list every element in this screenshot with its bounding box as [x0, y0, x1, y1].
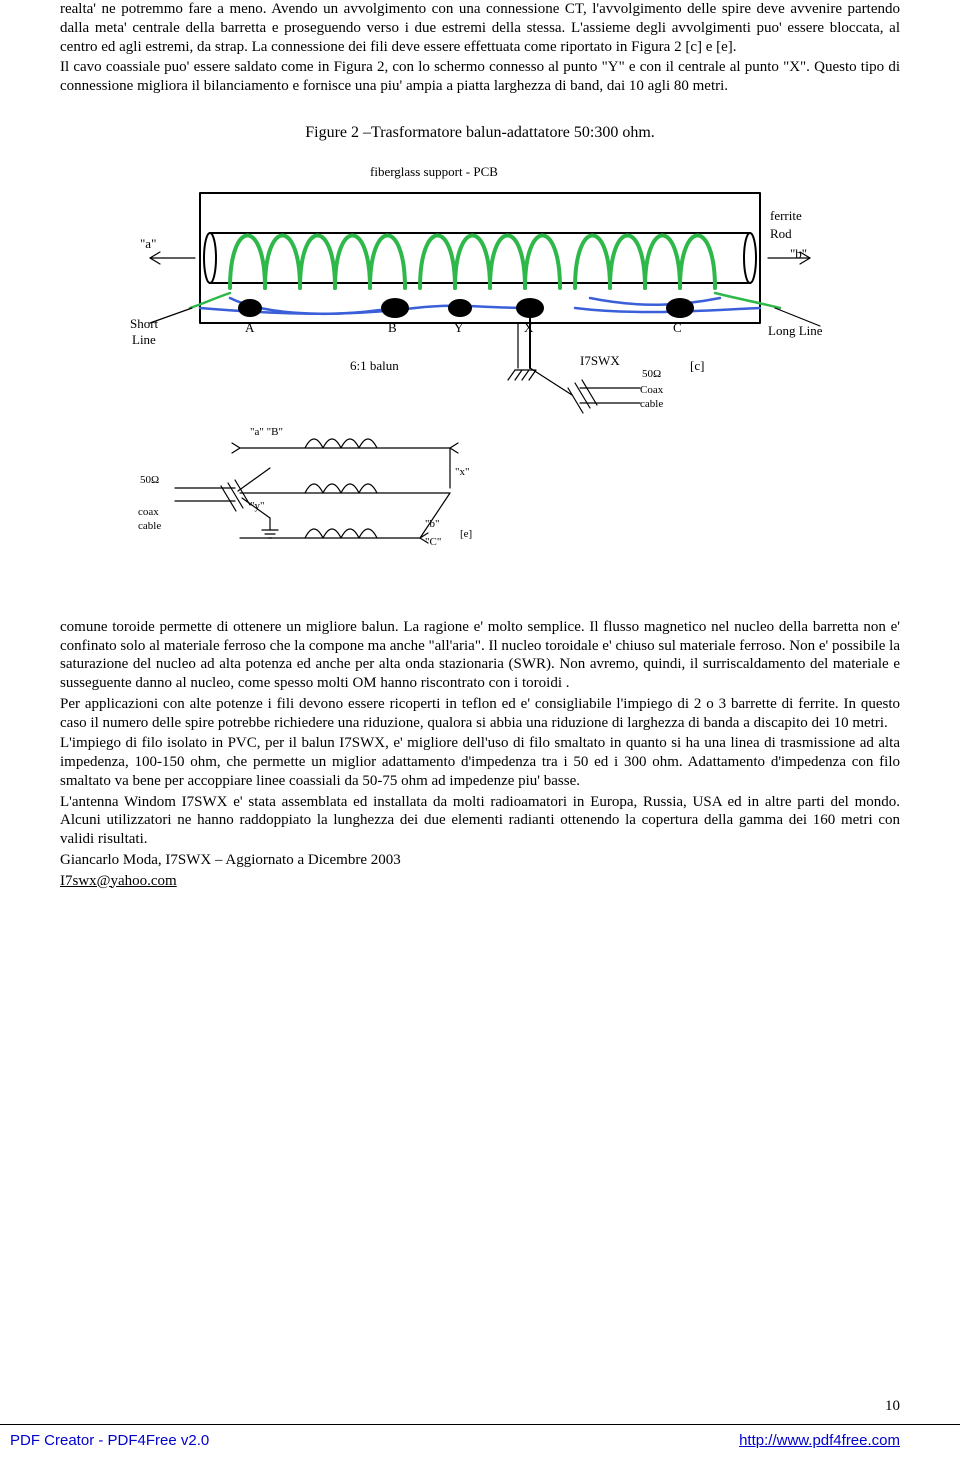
lbl-coaxb2: cable	[138, 520, 161, 532]
lbl-ctag: [c]	[690, 358, 704, 374]
figure-2-diagram: fiberglass support - PCB ferrite Rod "a"…	[120, 158, 840, 598]
paragraph-5: L'impiego di filo isolato in PVC, per il…	[60, 734, 900, 790]
footer-divider	[0, 1424, 960, 1425]
lbl-50a: 50Ω	[642, 368, 661, 380]
paragraph-4: Per applicazioni con alte potenze i fili…	[60, 695, 900, 733]
lbl-coaxb1: coax	[138, 506, 159, 518]
lbl-a: "a"	[140, 236, 156, 252]
lbl-bbot: "b"	[425, 518, 439, 530]
lbl-ratio: 6:1 balun	[350, 358, 399, 374]
paragraph-1: realta' ne potremmo fare a meno. Avendo …	[60, 0, 900, 56]
signature-line: Giancarlo Moda, I7SWX – Aggiornato a Dic…	[60, 851, 900, 870]
lbl-50b: 50Ω	[140, 474, 159, 486]
lbl-ferrite1: ferrite	[770, 208, 802, 224]
author-email[interactable]: I7swx@yahoo.com	[60, 872, 900, 891]
footer-right-link[interactable]: http://www.pdf4free.com	[739, 1432, 900, 1449]
lbl-coax1: Coax	[640, 384, 663, 396]
footer-left-text: PDF Creator - PDF4Free v2.0	[10, 1432, 209, 1449]
lbl-etag: [e]	[460, 528, 472, 540]
lbl-ferrite2: Rod	[770, 226, 792, 242]
page-number: 10	[885, 1398, 900, 1415]
lbl-C: C	[673, 320, 682, 336]
lbl-X: X	[524, 320, 533, 336]
lbl-y: "y"	[250, 500, 264, 512]
lbl-Y: Y	[454, 320, 463, 336]
lbl-i7swx: I7SWX	[580, 353, 620, 369]
lbl-Cbot: "C"	[425, 536, 441, 548]
lbl-B: B	[388, 320, 397, 336]
figure-caption: Figure 2 –Trasformatore balun-adattatore…	[60, 124, 900, 142]
lbl-long: Long Line	[768, 323, 823, 339]
lbl-A: A	[245, 320, 254, 336]
lbl-short1: Short	[130, 316, 158, 332]
lbl-xmid: "x"	[455, 466, 469, 478]
lbl-b: "b"	[790, 246, 807, 262]
lbl-top: fiberglass support - PCB	[370, 164, 498, 180]
paragraph-3: comune toroide permette di ottenere un m…	[60, 618, 900, 693]
lbl-aB: "a" "B"	[250, 426, 283, 438]
paragraph-2: Il cavo coassiale puo' essere saldato co…	[60, 58, 900, 96]
paragraph-6: L'antenna Windom I7SWX e' stata assembla…	[60, 793, 900, 849]
lbl-short2: Line	[132, 332, 156, 348]
lbl-coax2: cable	[640, 398, 663, 410]
